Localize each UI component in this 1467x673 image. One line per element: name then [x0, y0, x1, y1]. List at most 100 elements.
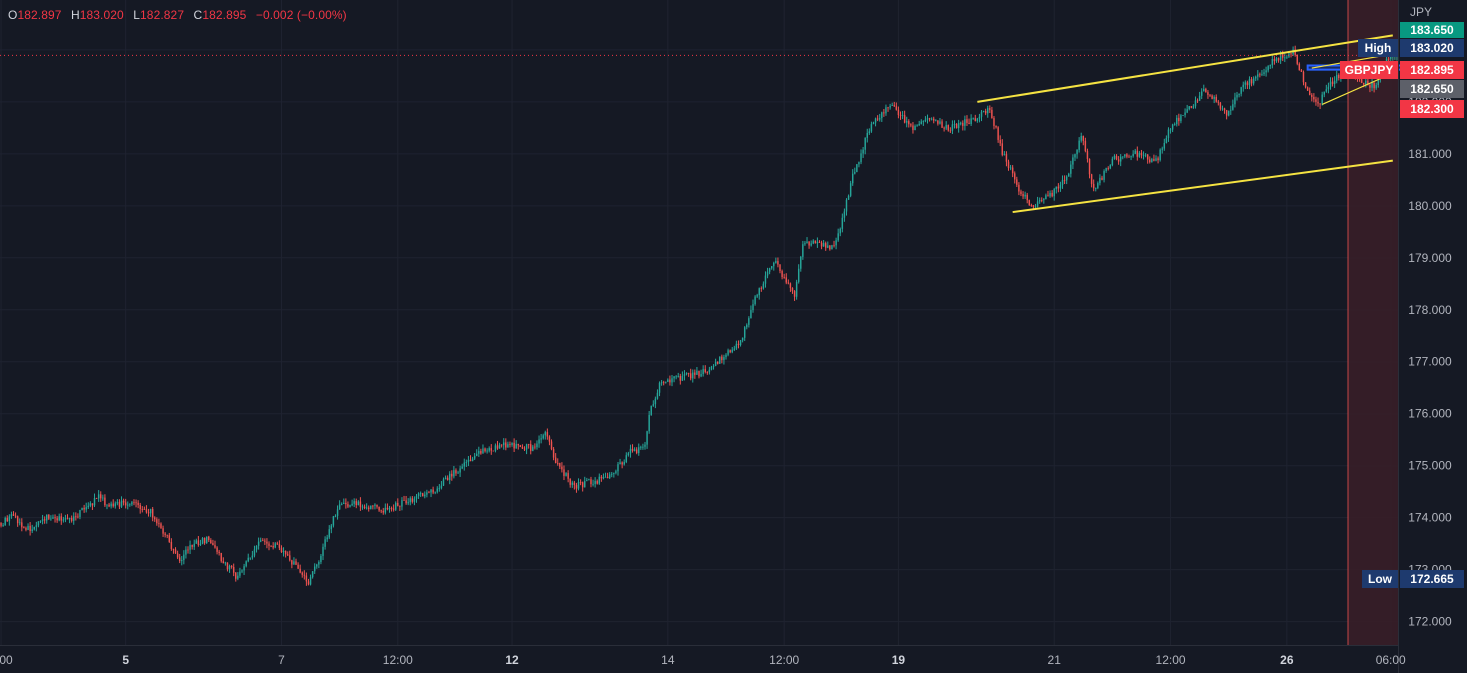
candle-body	[399, 505, 401, 507]
candle-body	[654, 398, 657, 405]
candle-body	[658, 382, 661, 393]
candle-body	[21, 522, 23, 528]
candle-body	[239, 571, 241, 576]
candle-body	[471, 458, 474, 462]
time-axis[interactable]: 2:00 5 7 12:00 12 14 12:00 19 21 12:00 26 06:00	[0, 653, 1406, 667]
candle-body	[1134, 150, 1136, 154]
candle-body	[129, 504, 131, 506]
candle-body	[1109, 165, 1112, 169]
candle-body	[394, 502, 397, 510]
open-label: O	[8, 8, 18, 22]
candle-body	[993, 118, 995, 126]
candle-body	[1078, 140, 1080, 150]
candle-body	[1070, 164, 1072, 174]
close-value: 182.895	[202, 8, 247, 22]
lower-price-tag: 182.300	[1400, 100, 1464, 118]
candle-body	[1203, 88, 1205, 92]
candle-body	[1041, 200, 1043, 201]
candle-body	[604, 476, 607, 478]
candle-body	[733, 348, 736, 350]
candle-body	[1007, 161, 1010, 168]
candle-body	[527, 444, 530, 446]
candle-body	[54, 517, 56, 519]
candle-body	[37, 521, 40, 526]
candle-body	[883, 112, 885, 114]
candle-body	[1173, 124, 1176, 125]
candle-body	[1269, 65, 1271, 67]
candle-body	[313, 566, 316, 572]
candle-body	[824, 243, 827, 248]
candle-body	[945, 125, 947, 129]
candle-body	[629, 448, 632, 454]
candle-body	[1192, 106, 1195, 108]
candle-body	[943, 127, 945, 129]
candle-body	[1049, 192, 1051, 197]
candle-body	[367, 507, 370, 510]
candle-body	[237, 575, 239, 579]
candle-body	[19, 522, 21, 524]
candle-body	[444, 477, 447, 480]
candle-body	[1219, 102, 1222, 109]
candle-body	[251, 555, 254, 558]
candle-body	[1271, 58, 1274, 66]
candle-body	[1284, 57, 1286, 59]
candle-body	[716, 361, 719, 364]
candle-body	[6, 517, 8, 522]
candle-body	[833, 245, 835, 247]
candle-body	[1205, 88, 1207, 93]
candle-body	[413, 498, 416, 502]
candle-body	[980, 111, 983, 117]
candle-body	[606, 476, 609, 479]
candle-body	[498, 444, 501, 449]
candle-body	[278, 544, 281, 548]
candle-body	[652, 404, 655, 406]
candle-body	[1142, 155, 1145, 156]
candle-body	[889, 105, 891, 108]
candle-body	[432, 489, 434, 493]
candle-body	[220, 552, 222, 562]
candle-body	[968, 122, 970, 125]
candle-body	[1236, 94, 1238, 98]
candle-body	[259, 540, 262, 542]
candle-body	[841, 217, 844, 229]
candle-body	[1086, 151, 1089, 159]
candle-body	[519, 445, 522, 447]
candle-body	[764, 275, 767, 284]
candle-body	[538, 439, 540, 444]
candle-body	[1331, 81, 1334, 84]
candle-body	[405, 500, 407, 504]
candle-body	[762, 283, 765, 289]
candle-body	[255, 545, 258, 550]
candle-body	[800, 256, 802, 269]
candle-body	[509, 444, 511, 445]
candle-body	[910, 124, 912, 126]
candle-body	[64, 518, 67, 520]
candle-body	[1252, 78, 1255, 84]
candle-body	[712, 365, 715, 367]
candle-body	[970, 118, 972, 125]
candle-body	[908, 121, 910, 125]
candle-body	[305, 575, 308, 582]
candle-body	[773, 262, 775, 267]
candle-body	[964, 119, 966, 126]
candle-body	[62, 519, 65, 521]
candle-body	[137, 502, 139, 506]
candle-body	[671, 378, 673, 383]
candle-body	[451, 473, 453, 477]
candle-body	[1018, 184, 1020, 192]
candle-body	[1333, 80, 1336, 84]
candle-body	[1308, 90, 1311, 95]
candle-body	[106, 504, 108, 506]
candle-body	[1232, 104, 1234, 110]
candle-body	[532, 446, 534, 451]
candle-body	[1198, 95, 1201, 101]
candle-body	[1254, 76, 1257, 79]
candle-body	[1273, 58, 1276, 62]
candle-body	[1277, 58, 1280, 61]
candle-body	[230, 565, 233, 568]
candle-body	[1325, 89, 1328, 92]
candle-body	[68, 517, 71, 520]
y-tick-label: 176.000	[1408, 407, 1452, 421]
candle-body	[611, 473, 613, 475]
